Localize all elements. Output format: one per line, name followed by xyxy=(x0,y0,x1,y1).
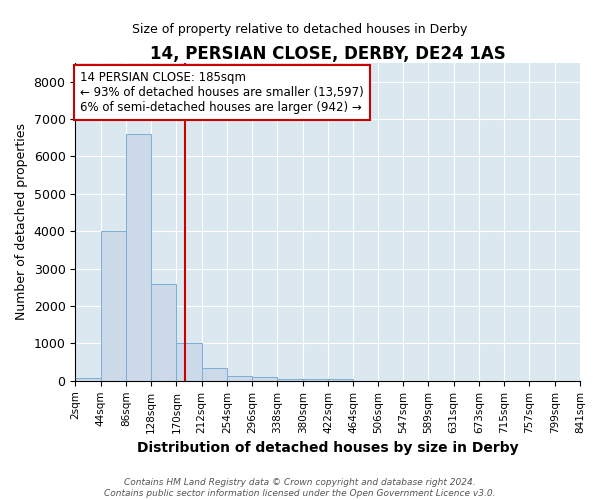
Bar xyxy=(126,134,151,381)
X-axis label: Distribution of detached houses by size in Derby: Distribution of detached houses by size … xyxy=(137,441,518,455)
Bar xyxy=(302,379,328,381)
Bar xyxy=(202,368,227,381)
Bar xyxy=(151,284,176,381)
Bar xyxy=(277,378,302,381)
Bar xyxy=(101,232,126,381)
Bar xyxy=(252,377,277,381)
Title: 14, PERSIAN CLOSE, DERBY, DE24 1AS: 14, PERSIAN CLOSE, DERBY, DE24 1AS xyxy=(150,45,506,63)
Bar xyxy=(227,376,252,381)
Bar xyxy=(176,344,202,381)
Text: Size of property relative to detached houses in Derby: Size of property relative to detached ho… xyxy=(133,22,467,36)
Text: Contains HM Land Registry data © Crown copyright and database right 2024.
Contai: Contains HM Land Registry data © Crown c… xyxy=(104,478,496,498)
Bar xyxy=(328,378,353,381)
Text: 14 PERSIAN CLOSE: 185sqm
← 93% of detached houses are smaller (13,597)
6% of sem: 14 PERSIAN CLOSE: 185sqm ← 93% of detach… xyxy=(80,71,364,114)
Bar xyxy=(75,378,101,381)
Y-axis label: Number of detached properties: Number of detached properties xyxy=(15,124,28,320)
